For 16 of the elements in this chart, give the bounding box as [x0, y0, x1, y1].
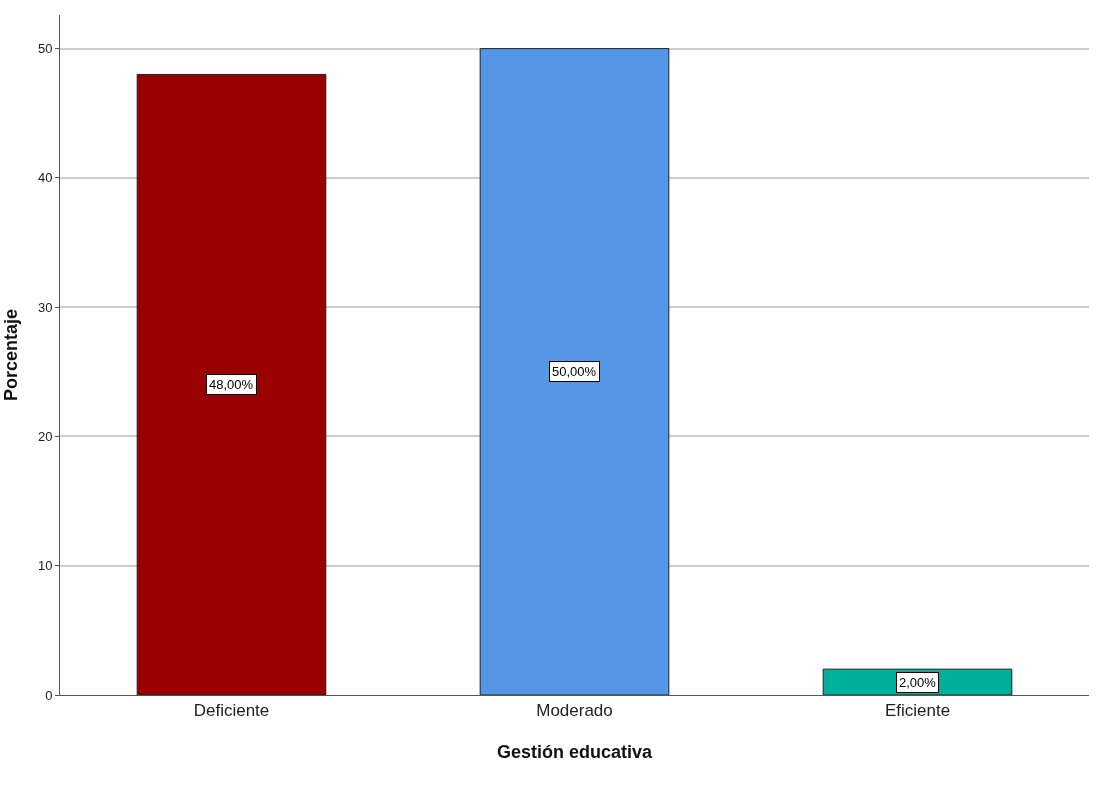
- x-axis-title: Gestión educativa: [496, 741, 654, 762]
- y-tick-label: 50: [37, 41, 53, 57]
- bar: [479, 48, 670, 695]
- y-axis-title: Porcentaje: [1, 308, 22, 402]
- y-tick-label: 30: [37, 299, 53, 315]
- y-tick-label: 10: [37, 558, 53, 574]
- x-tick-label: Deficiente: [193, 701, 270, 721]
- y-tick-label: 20: [37, 428, 53, 444]
- y-tick-label: 0: [45, 687, 53, 703]
- x-tick-label: Moderado: [536, 701, 613, 721]
- data-label: 50,00%: [552, 364, 597, 379]
- data-label: 2,00%: [899, 675, 937, 690]
- bar: [136, 73, 327, 695]
- x-tick-label: Eficiente: [884, 701, 951, 721]
- y-tick-label: 40: [37, 170, 53, 186]
- data-label: 48,00%: [209, 377, 254, 392]
